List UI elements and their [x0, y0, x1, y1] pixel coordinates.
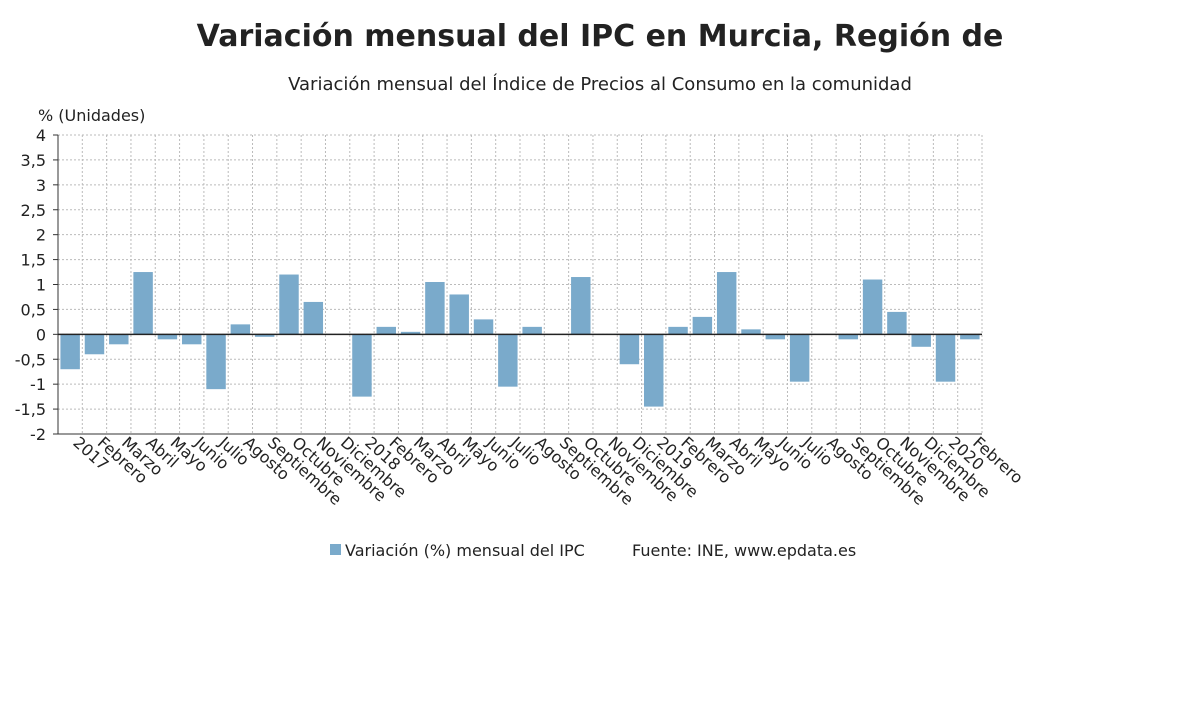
- bar: [206, 334, 226, 390]
- bar: [133, 272, 153, 335]
- y-tick-label: -1,5: [15, 400, 46, 419]
- y-axis-label: % (Unidades): [38, 106, 145, 125]
- y-tick-label: -2: [30, 425, 46, 444]
- bar: [60, 334, 80, 370]
- bar: [741, 329, 761, 335]
- bar: [619, 334, 640, 365]
- y-tick-label: 2,5: [21, 201, 46, 220]
- bar: [838, 334, 858, 340]
- bar: [911, 334, 931, 347]
- y-tick-label: 2: [36, 226, 46, 245]
- bar: [84, 334, 105, 355]
- bar: [571, 277, 591, 335]
- y-tick-label: -0,5: [15, 350, 46, 369]
- chart-subtitle: Variación mensual del Índice de Precios …: [288, 73, 912, 95]
- legend-label: Variación (%) mensual del IPC: [345, 541, 585, 560]
- source: Fuente: INE, www.epdata.es: [632, 541, 856, 560]
- bar: [254, 334, 275, 337]
- bar: [765, 334, 786, 340]
- y-tick-label: 0: [36, 325, 46, 344]
- bar: [789, 334, 810, 382]
- bar: [303, 301, 324, 335]
- bar: [716, 272, 737, 335]
- bar: [109, 334, 129, 345]
- y-tick-label: 1: [36, 276, 46, 295]
- bar: [960, 334, 980, 340]
- bar: [668, 326, 688, 335]
- y-tick-label: 3: [36, 176, 46, 195]
- bar: [498, 334, 518, 387]
- bar: [182, 334, 202, 345]
- bar: [449, 294, 469, 335]
- bar: [473, 319, 494, 335]
- bar: [376, 326, 396, 335]
- bar: [935, 334, 956, 382]
- y-tick-label: 0,5: [21, 300, 46, 319]
- legend-swatch: [330, 544, 341, 555]
- bar: [425, 282, 445, 335]
- bar: [400, 331, 421, 335]
- bar: [279, 274, 299, 335]
- bar: [692, 316, 713, 335]
- y-tick-label: 1,5: [21, 251, 46, 270]
- bar: [644, 334, 664, 407]
- bar: [862, 279, 883, 335]
- y-tick-label: 3,5: [21, 151, 46, 170]
- bar: [230, 324, 251, 335]
- bar: [887, 311, 907, 335]
- bar: [522, 326, 542, 335]
- bar: [352, 334, 372, 397]
- y-tick-label: -1: [30, 375, 46, 394]
- y-tick-label: 4: [36, 126, 46, 145]
- bar: [157, 334, 178, 340]
- chart-title: Variación mensual del IPC en Murcia, Reg…: [197, 19, 1004, 54]
